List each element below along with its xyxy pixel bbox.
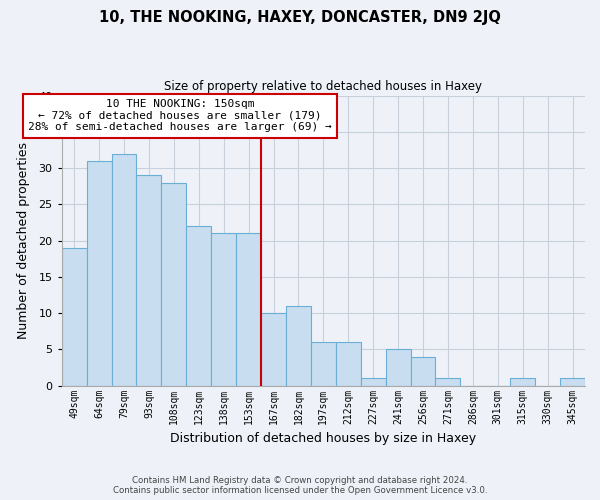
X-axis label: Distribution of detached houses by size in Haxey: Distribution of detached houses by size … — [170, 432, 476, 445]
Bar — [236, 234, 261, 386]
Bar — [211, 234, 236, 386]
Text: 10 THE NOOKING: 150sqm
← 72% of detached houses are smaller (179)
28% of semi-de: 10 THE NOOKING: 150sqm ← 72% of detached… — [28, 99, 332, 132]
Bar — [112, 154, 136, 386]
Bar — [386, 350, 410, 386]
Bar — [336, 342, 361, 386]
Bar — [361, 378, 386, 386]
Bar — [510, 378, 535, 386]
Bar — [560, 378, 585, 386]
Bar — [436, 378, 460, 386]
Bar — [261, 313, 286, 386]
Bar — [311, 342, 336, 386]
Text: 10, THE NOOKING, HAXEY, DONCASTER, DN9 2JQ: 10, THE NOOKING, HAXEY, DONCASTER, DN9 2… — [99, 10, 501, 25]
Bar — [161, 182, 186, 386]
Text: Contains HM Land Registry data © Crown copyright and database right 2024.
Contai: Contains HM Land Registry data © Crown c… — [113, 476, 487, 495]
Bar — [86, 161, 112, 386]
Bar — [286, 306, 311, 386]
Y-axis label: Number of detached properties: Number of detached properties — [17, 142, 30, 339]
Title: Size of property relative to detached houses in Haxey: Size of property relative to detached ho… — [164, 80, 482, 93]
Bar — [136, 176, 161, 386]
Bar — [410, 356, 436, 386]
Bar — [186, 226, 211, 386]
Bar — [62, 248, 86, 386]
